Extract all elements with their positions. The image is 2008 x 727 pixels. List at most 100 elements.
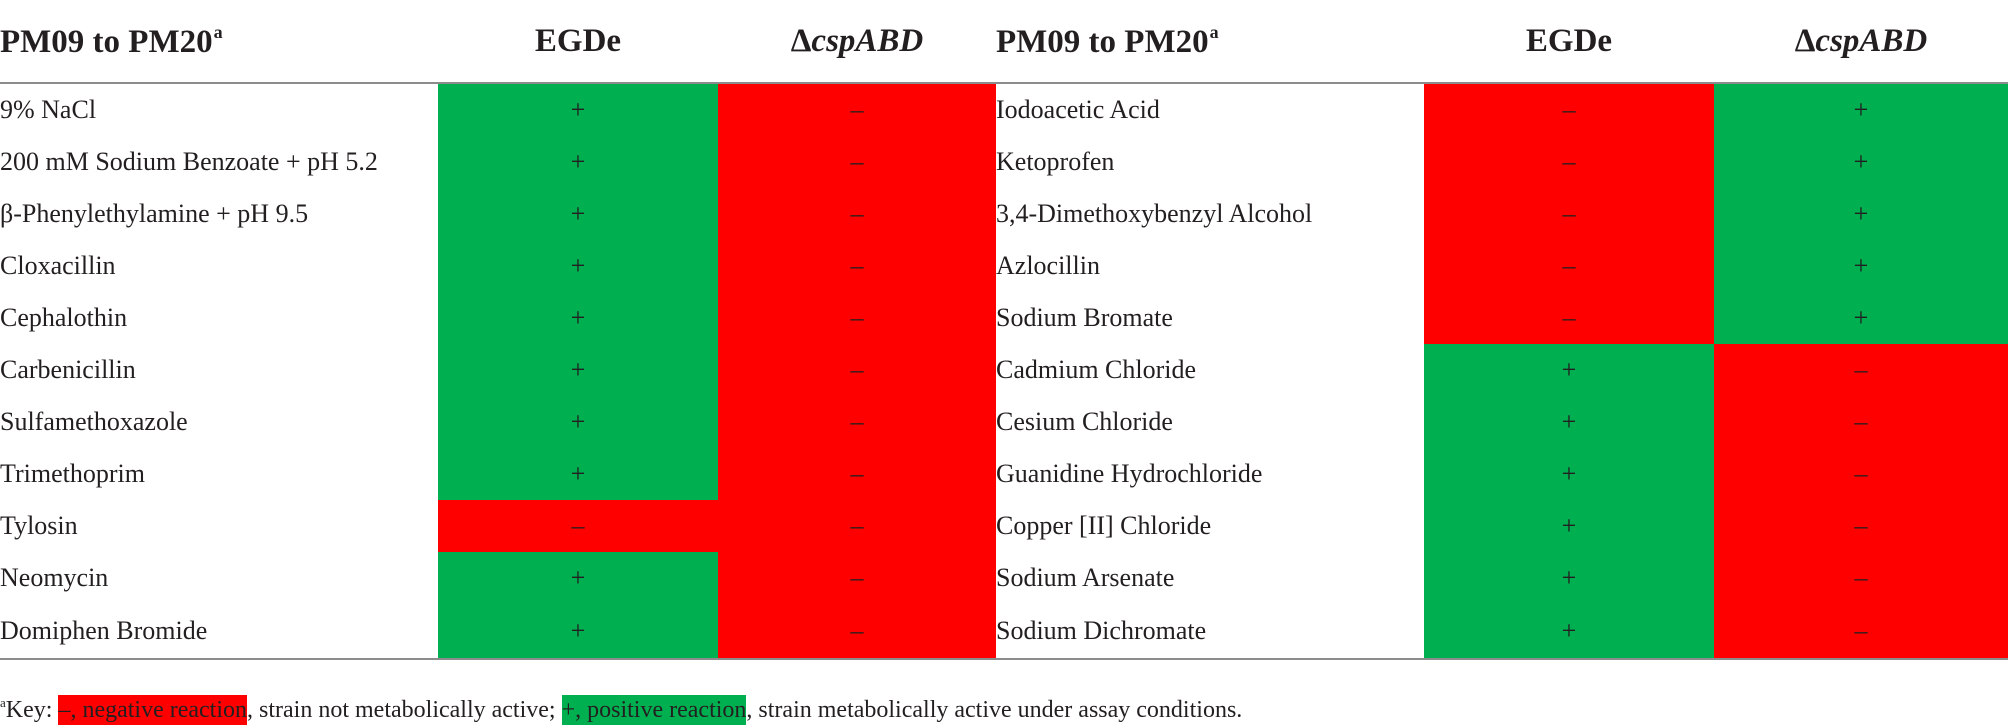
negative-key-text: , strain not metabolically active; (247, 697, 562, 723)
left-egde-result-cell: + (438, 448, 718, 500)
table-row: Cephalothin + – Sodium Bromate – + (0, 292, 2008, 344)
table-row: 200 mM Sodium Benzoate + pH 5.2 + – Ketopro… (0, 136, 2008, 188)
left-mutant-result-cell: – (718, 240, 996, 292)
left-egde-result-cell: + (438, 240, 718, 292)
table-row: 9% NaCl + – Iodoacetic Acid – + (0, 83, 2008, 136)
left-mutant-result-cell: – (718, 292, 996, 344)
left-mutant-result-cell: – (718, 396, 996, 448)
right-mutant-result-cell: – (1714, 448, 2008, 500)
phenotype-microarray-table: PM09 to PM20a EGDe ΔcspABD PM09 to PM20a… (0, 0, 2008, 660)
table-row: Trimethoprim + – Guanidine Hydrochloride + – (0, 448, 2008, 500)
right-egde-result-cell: + (1424, 448, 1714, 500)
table-header-row: PM09 to PM20a EGDe ΔcspABD PM09 to PM20a… (0, 0, 2008, 84)
right-compound-cell: Guanidine Hydrochloride (996, 459, 1263, 488)
right-egde-result-cell: – (1424, 188, 1714, 240)
right-compound-cell: Sodium Arsenate (996, 563, 1175, 592)
right-compound-cell: Cesium Chloride (996, 407, 1173, 436)
table-row: Carbenicillin + – Cadmium Chloride + – (0, 344, 2008, 396)
right-egde-result-cell: – (1424, 83, 1714, 136)
header-right-compound-label: PM09 to PM20 (996, 23, 1209, 60)
header-left-compound: PM09 to PM20a (0, 0, 438, 84)
header-right-mutant: ΔcspABD (1714, 0, 2008, 84)
right-mutant-result-cell: – (1714, 552, 2008, 604)
left-compound-cell: β-Phenylethylamine + pH 9.5 (0, 199, 309, 228)
left-egde-result-cell: + (438, 604, 718, 660)
left-egde-result-cell: – (438, 500, 718, 552)
right-mutant-result-cell: + (1714, 83, 2008, 136)
left-compound-cell: Carbenicillin (0, 355, 136, 384)
right-egde-result-cell: + (1424, 396, 1714, 448)
right-compound-cell: Sodium Bromate (996, 303, 1173, 332)
header-right-gene: cspABD (1815, 22, 1928, 59)
right-mutant-result-cell: + (1714, 136, 2008, 188)
left-mutant-result-cell: – (718, 552, 996, 604)
header-left-footnote-mark: a (213, 21, 223, 42)
right-compound-cell: Iodoacetic Acid (996, 95, 1160, 124)
left-mutant-result-cell: – (718, 500, 996, 552)
left-egde-result-cell: + (438, 188, 718, 240)
table-body: 9% NaCl + – Iodoacetic Acid – +200 mM Sodium … (0, 83, 2008, 660)
header-left-delta: Δ (790, 22, 812, 59)
header-left-gene: cspABD (811, 22, 924, 59)
left-egde-result-cell: + (438, 136, 718, 188)
right-compound-cell: Ketoprofen (996, 147, 1115, 176)
right-compound-cell: Azlocillin (996, 251, 1100, 280)
right-mutant-result-cell: + (1714, 240, 2008, 292)
left-compound-cell: Cephalothin (0, 303, 128, 332)
header-right-egde: EGDe (1424, 0, 1714, 84)
right-egde-result-cell: + (1424, 344, 1714, 396)
left-mutant-result-cell: – (718, 448, 996, 500)
right-egde-result-cell: + (1424, 500, 1714, 552)
table-row: Sulfamethoxazole + – Cesium Chloride + – (0, 396, 2008, 448)
right-egde-result-cell: + (1424, 552, 1714, 604)
header-left-compound-label: PM09 to PM20 (0, 23, 213, 60)
table-row: Cloxacillin + – Azlocillin – + (0, 240, 2008, 292)
footnote-mark: a (0, 695, 6, 710)
negative-key-swatch: –, negative reaction (58, 695, 248, 725)
left-egde-result-cell: + (438, 396, 718, 448)
left-compound-cell: Tylosin (0, 511, 78, 540)
left-egde-result-cell: + (438, 292, 718, 344)
left-egde-result-cell: + (438, 83, 718, 136)
right-mutant-result-cell: – (1714, 344, 2008, 396)
header-left-mutant: ΔcspABD (718, 0, 996, 84)
right-compound-cell: Cadmium Chloride (996, 355, 1197, 384)
right-mutant-result-cell: + (1714, 292, 2008, 344)
left-compound-cell: Cloxacillin (0, 251, 116, 280)
table-row: Domiphen Bromide + – Sodium Dichromate + – (0, 604, 2008, 660)
right-compound-cell: Sodium Dichromate (996, 604, 1424, 660)
left-mutant-result-cell: – (718, 344, 996, 396)
header-left-egde: EGDe (438, 0, 718, 84)
table-footnote: aKey: –, negative reaction, strain not m… (0, 686, 1242, 727)
table-row: Tylosin – – Copper [II] Chloride + – (0, 500, 2008, 552)
left-egde-result-cell: + (438, 552, 718, 604)
right-compound-cell: Copper [II] Chloride (996, 511, 1212, 540)
left-mutant-result-cell: – (718, 188, 996, 240)
table-row: Neomycin + – Sodium Arsenate + – (0, 552, 2008, 604)
positive-key-swatch: +, positive reaction (561, 695, 747, 725)
right-compound-cell: 3,4-Dimethoxybenzyl Alcohol (996, 199, 1313, 228)
left-mutant-result-cell: – (718, 604, 996, 660)
left-mutant-result-cell: – (718, 136, 996, 188)
right-mutant-result-cell: + (1714, 188, 2008, 240)
right-egde-result-cell: – (1424, 240, 1714, 292)
left-compound-cell: Domiphen Bromide (0, 604, 438, 660)
left-compound-cell: 200 mM Sodium Benzoate + pH 5.2 (0, 147, 378, 176)
left-compound-cell: Trimethoprim (0, 459, 145, 488)
left-compound-cell: 9% NaCl (0, 95, 97, 124)
right-mutant-result-cell: – (1714, 500, 2008, 552)
left-compound-cell: Neomycin (0, 563, 109, 592)
footnote-prefix: Key: (5, 697, 59, 723)
header-right-compound: PM09 to PM20a (996, 0, 1424, 84)
right-mutant-result-cell: – (1714, 396, 2008, 448)
left-compound-cell: Sulfamethoxazole (0, 407, 188, 436)
right-egde-result-cell: – (1424, 136, 1714, 188)
left-egde-result-cell: + (438, 344, 718, 396)
header-right-footnote-mark: a (1209, 21, 1219, 42)
left-mutant-result-cell: – (718, 83, 996, 136)
table-row: β-Phenylethylamine + pH 9.5 + –3,4-Dimetho… (0, 188, 2008, 240)
positive-key-text: , strain metabolically active under assa… (746, 697, 1243, 723)
header-right-delta: Δ (1794, 22, 1816, 59)
right-egde-result-cell: + (1424, 604, 1714, 660)
